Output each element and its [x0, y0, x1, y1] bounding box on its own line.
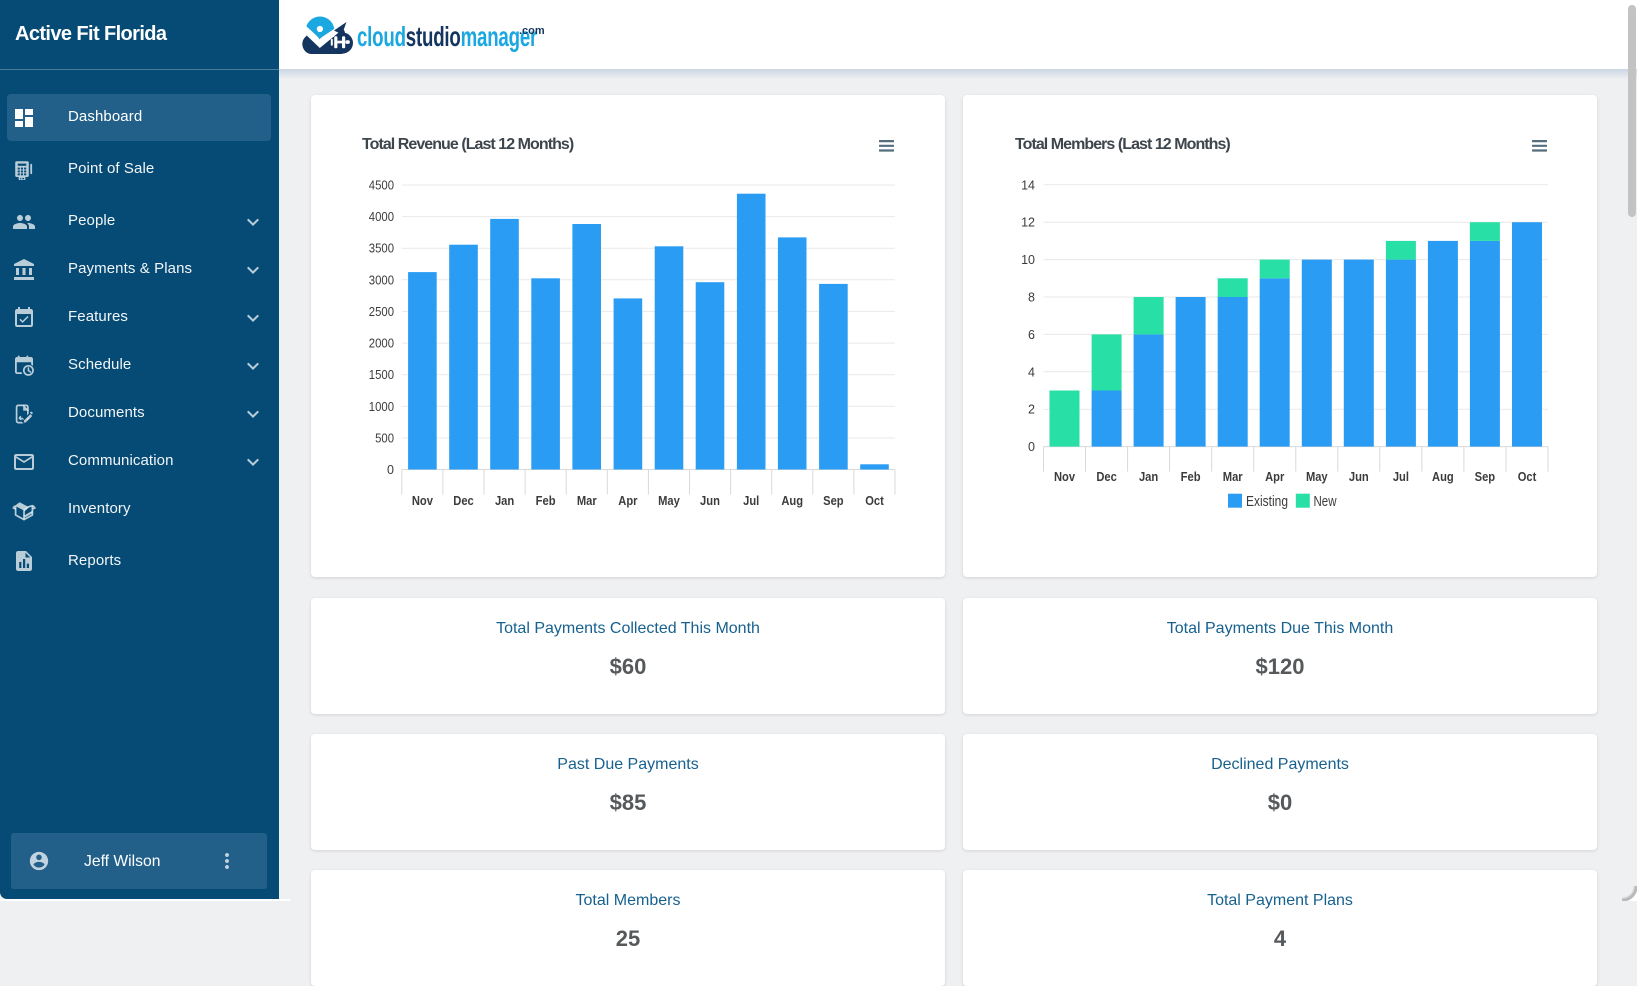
svg-text:0: 0 [1028, 440, 1035, 454]
svg-text:4: 4 [1028, 365, 1035, 379]
svg-text:1500: 1500 [369, 368, 394, 382]
svg-text:2: 2 [1028, 403, 1035, 417]
svg-text:14: 14 [1021, 178, 1035, 192]
svg-text:Jul: Jul [743, 494, 759, 508]
svg-text:Aug: Aug [781, 494, 803, 508]
svg-text:2000: 2000 [369, 337, 394, 351]
svg-text:Dec: Dec [453, 494, 474, 508]
svg-text:May: May [1306, 470, 1328, 484]
svg-text:0: 0 [387, 463, 394, 477]
svg-text:Dec: Dec [1096, 470, 1117, 484]
svg-text:3500: 3500 [369, 242, 394, 256]
svg-text:3000: 3000 [369, 273, 394, 287]
svg-text:Apr: Apr [618, 494, 637, 508]
svg-text:Sep: Sep [1475, 470, 1496, 484]
svg-text:Mar: Mar [1223, 470, 1243, 484]
svg-text:Feb: Feb [1181, 470, 1201, 484]
svg-text:10: 10 [1021, 253, 1035, 267]
svg-text:Jan: Jan [495, 494, 514, 508]
svg-text:New: New [1314, 493, 1337, 510]
svg-text:Feb: Feb [536, 494, 556, 508]
svg-text:2500: 2500 [369, 305, 394, 319]
svg-text:12: 12 [1021, 216, 1035, 230]
svg-text:Mar: Mar [577, 494, 597, 508]
svg-text:1000: 1000 [369, 400, 394, 414]
svg-text:4000: 4000 [369, 210, 394, 224]
svg-text:Oct: Oct [1518, 470, 1537, 484]
svg-text:6: 6 [1028, 328, 1035, 342]
svg-text:8: 8 [1028, 291, 1035, 305]
svg-text:Jun: Jun [700, 494, 720, 508]
svg-text:Sep: Sep [823, 494, 844, 508]
svg-text:Nov: Nov [412, 494, 433, 508]
svg-text:4500: 4500 [369, 179, 394, 193]
svg-text:Jun: Jun [1349, 470, 1369, 484]
svg-text:Jan: Jan [1139, 470, 1158, 484]
svg-text:Apr: Apr [1265, 470, 1284, 484]
svg-text:Nov: Nov [1054, 470, 1075, 484]
svg-text:500: 500 [375, 431, 394, 445]
svg-text:Aug: Aug [1432, 470, 1454, 484]
svg-text:May: May [658, 494, 680, 508]
svg-text:Oct: Oct [865, 494, 884, 508]
svg-text:Jul: Jul [1393, 470, 1409, 484]
svg-text:Existing: Existing [1246, 493, 1288, 510]
